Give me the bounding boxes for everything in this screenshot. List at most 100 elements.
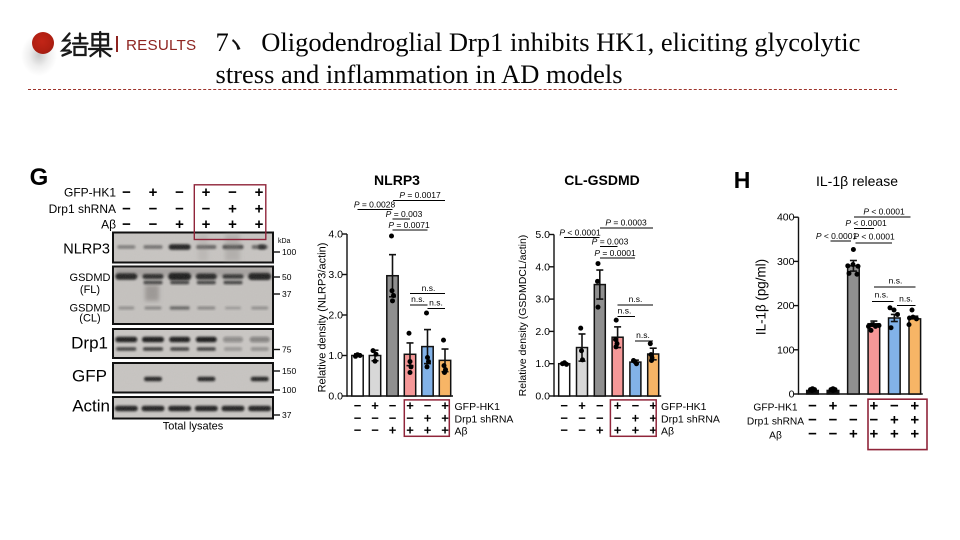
svg-text:GFP-HK1: GFP-HK1 [753,403,797,414]
svg-text:P = 0.0071: P = 0.0071 [388,220,430,230]
svg-text:5.0: 5.0 [535,229,550,241]
svg-text:+: + [424,423,432,438]
svg-text:100: 100 [282,385,296,395]
svg-text:+: + [228,200,237,217]
svg-text:+: + [255,216,264,233]
svg-text:−: − [560,423,568,438]
svg-text:−: − [578,411,586,426]
svg-text:n.s.: n.s. [411,294,425,304]
svg-text:(FL): (FL) [80,284,100,296]
svg-text:NLRP3: NLRP3 [63,242,110,258]
svg-text:0: 0 [789,389,795,401]
svg-text:+: + [910,426,919,443]
svg-text:+: + [441,411,449,426]
svg-text:+: + [869,426,878,443]
svg-text:kDa: kDa [278,238,291,245]
svg-text:n.s.: n.s. [422,283,436,293]
svg-text:−: − [228,184,237,201]
svg-text:P = 0.0003: P = 0.0003 [605,218,647,228]
svg-text:−: − [371,423,379,438]
svg-text:−: − [354,398,362,413]
svg-text:P = 0.003: P = 0.003 [592,237,629,247]
svg-text:−: − [596,411,604,426]
svg-text:P = 0.0028: P = 0.0028 [354,200,396,210]
svg-text:75: 75 [282,345,292,355]
svg-text:P = 0.0001: P = 0.0001 [594,248,636,258]
svg-text:n.s.: n.s. [899,294,913,304]
svg-text:−: − [354,423,362,438]
svg-text:+: + [869,398,878,415]
svg-text:+: + [890,426,899,443]
svg-text:Drp1 shRNA: Drp1 shRNA [661,414,720,426]
svg-text:+: + [829,398,838,415]
svg-text:P < 0.0001: P < 0.0001 [845,218,887,228]
svg-text:n.s.: n.s. [629,294,643,304]
svg-text:+: + [649,398,657,413]
svg-text:+: + [228,216,237,233]
svg-text:37: 37 [282,289,292,299]
svg-text:37: 37 [282,410,292,420]
svg-text:−: − [849,412,858,429]
svg-text:2.0: 2.0 [535,326,550,338]
svg-text:+: + [424,411,432,426]
svg-text:−: − [808,412,817,429]
svg-text:+: + [910,398,919,415]
svg-text:−: − [560,411,568,426]
svg-text:−: − [149,200,158,217]
svg-text:+: + [578,398,586,413]
svg-text:+: + [389,423,397,438]
svg-text:200: 200 [777,300,795,312]
svg-text:Aβ: Aβ [661,426,674,438]
svg-text:n.s.: n.s. [889,276,903,286]
svg-text:P < 0.0001: P < 0.0001 [853,232,895,242]
svg-text:+: + [614,398,622,413]
svg-text:50: 50 [282,272,292,282]
svg-text:(CL): (CL) [79,313,100,325]
svg-text:+: + [632,423,640,438]
svg-text:GSDMD: GSDMD [70,272,111,284]
svg-text:Drp1 shRNA: Drp1 shRNA [455,414,514,426]
svg-text:+: + [441,423,449,438]
svg-text:n.s.: n.s. [875,290,889,300]
svg-text:−: − [560,398,568,413]
svg-text:GFP-HK1: GFP-HK1 [64,186,116,200]
svg-text:GFP-HK1: GFP-HK1 [455,401,501,413]
svg-text:+: + [614,423,622,438]
svg-text:n.s.: n.s. [429,298,443,308]
svg-text:IL-1β (pg/ml): IL-1β (pg/ml) [753,259,768,335]
svg-text:1.0: 1.0 [535,358,550,370]
svg-text:400: 400 [777,212,795,224]
svg-text:−: − [389,411,397,426]
svg-text:+: + [632,411,640,426]
svg-text:+: + [910,412,919,429]
svg-text:+: + [255,200,264,217]
svg-text:P < 0.0001: P < 0.0001 [816,231,858,241]
svg-text:+: + [406,423,414,438]
svg-text:Relative density (GSDMDCL/acti: Relative density (GSDMDCL/actin) [517,235,529,397]
svg-text:Drp1 shRNA: Drp1 shRNA [49,202,116,216]
svg-text:−: − [122,184,131,201]
svg-text:3.0: 3.0 [328,269,343,281]
svg-text:IL-1β release: IL-1β release [816,173,898,189]
svg-text:−: − [424,398,432,413]
svg-text:−: − [849,398,858,415]
svg-text:0.0: 0.0 [535,391,550,403]
svg-text:−: − [175,184,184,201]
svg-text:+: + [255,184,264,201]
svg-text:+: + [849,426,858,443]
svg-text:−: − [869,412,878,429]
svg-text:Aβ: Aβ [455,426,468,438]
svg-text:P = 0.0017: P = 0.0017 [399,190,441,200]
svg-text:+: + [202,216,211,233]
svg-text:Actin: Actin [72,397,110,416]
svg-text:+: + [890,412,899,429]
svg-text:4.0: 4.0 [535,261,550,273]
svg-text:P < 0.0001: P < 0.0001 [559,228,601,238]
svg-text:−: − [122,216,131,233]
svg-text:−: − [149,216,158,233]
svg-text:+: + [596,423,604,438]
svg-text:−: − [578,423,586,438]
svg-text:−: − [406,411,414,426]
svg-text:+: + [202,184,211,201]
svg-text:−: − [614,411,622,426]
